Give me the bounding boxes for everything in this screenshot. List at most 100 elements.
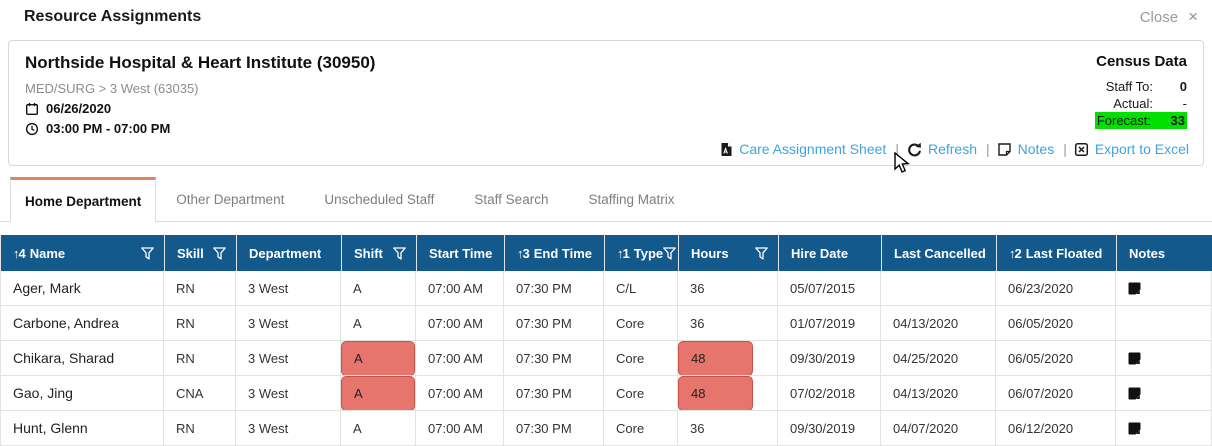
facility-name: Northside Hospital & Heart Institute (30… (25, 53, 376, 72)
column-header-end-time[interactable]: ↑3 End Time (504, 235, 604, 271)
cell-department: 3 West (236, 376, 341, 411)
cell-end-time: 07:30 PM (504, 306, 604, 341)
column-header-skill[interactable]: Skill (164, 235, 236, 271)
column-header-shift[interactable]: Shift (341, 235, 416, 271)
cell-department: 3 West (236, 271, 341, 306)
tab-unscheduled-staff[interactable]: Unscheduled Staff (324, 191, 435, 207)
date-line: 06/26/2020 (25, 101, 111, 116)
census-row-actual: Actual: - (1095, 95, 1187, 112)
filter-icon[interactable] (393, 246, 406, 260)
cell-end-time: 07:30 PM (504, 411, 604, 446)
notes-link[interactable]: Notes (997, 141, 1054, 157)
care-assignment-sheet-link[interactable]: Care Assignment Sheet (719, 141, 886, 157)
pdf-icon (719, 142, 733, 157)
note-outline-icon (997, 142, 1012, 157)
table-row[interactable]: Chikara, Sharad RN 3 West A 07:00 AM 07:30 PM… (1, 341, 1212, 376)
cell-shift: A (341, 376, 416, 411)
census-value: - (1182, 96, 1187, 111)
cell-last-floated: 06/23/2020 (996, 271, 1116, 306)
close-button[interactable]: Close × (1140, 7, 1198, 27)
cell-last-cancelled: 04/25/2020 (881, 341, 996, 376)
cell-type: Core (604, 376, 678, 411)
column-label: Shift (354, 245, 383, 261)
tab-bar: Home Department Other Department Unschedul… (0, 177, 1212, 222)
note-icon[interactable] (1128, 387, 1141, 400)
cell-type: Core (604, 306, 678, 341)
column-header-notes[interactable]: Notes (1116, 235, 1212, 271)
cell-hours: 36 (678, 306, 778, 341)
table-row[interactable]: Carbone, Andrea RN 3 West A 07:00 AM 07:30 PM… (1, 306, 1212, 341)
cell-start-time: 07:00 AM (416, 271, 504, 306)
census-value: 0 (1179, 79, 1187, 94)
cell-hours: 48 (678, 341, 778, 376)
cell-name: Chikara, Sharad (1, 341, 164, 376)
cell-start-time: 07:00 AM (416, 341, 504, 376)
census-row-staff-to: Staff To: 0 (1095, 78, 1187, 95)
action-separator: | (1063, 141, 1067, 157)
column-header-department[interactable]: Department (236, 235, 341, 271)
column-label: Hire Date (791, 245, 849, 261)
table-header-row: ↑4 Name Skill Department Shift Start Time ↑3 En… (1, 235, 1212, 271)
cell-notes (1116, 341, 1212, 376)
column-header-hours[interactable]: Hours (678, 235, 778, 271)
mouse-cursor (894, 151, 913, 179)
note-icon[interactable] (1128, 422, 1141, 435)
cell-name: Gao, Jing (1, 376, 164, 411)
title-bar: Resource Assignments Close × (0, 0, 1212, 40)
table-row[interactable]: Gao, Jing CNA 3 West A 07:00 AM 07:30 PM Core 4… (1, 376, 1212, 411)
column-header-type[interactable]: ↑1 Type (604, 235, 678, 271)
column-header-last-cancelled[interactable]: Last Cancelled (881, 235, 996, 271)
cell-shift: A (341, 411, 416, 446)
refresh-link[interactable]: Refresh (906, 141, 977, 157)
column-header-name[interactable]: ↑4 Name (1, 235, 164, 271)
filter-icon[interactable] (213, 246, 226, 260)
panel-action-links: Care Assignment Sheet | Refresh | Notes | Expo… (719, 141, 1189, 157)
filter-icon[interactable] (755, 246, 768, 260)
tab-home-department[interactable]: Home Department (10, 177, 157, 222)
column-label: Notes (1129, 245, 1166, 261)
cell-name: Ager, Mark (1, 271, 164, 306)
cell-type: Core (604, 411, 678, 446)
tab-staff-search[interactable]: Staff Search (474, 191, 549, 207)
filter-icon[interactable] (663, 246, 676, 260)
cell-name: Hunt, Glenn (1, 411, 164, 446)
export-to-excel-link[interactable]: Export to Excel (1074, 141, 1189, 157)
cell-last-cancelled: 04/13/2020 (881, 376, 996, 411)
table-row[interactable]: Hunt, Glenn RN 3 West A 07:00 AM 07:30 PM Core… (1, 411, 1212, 446)
cell-hire-date: 05/07/2015 (778, 271, 881, 306)
sort-indicator-icon: ↑2 (1009, 245, 1022, 261)
table-row[interactable]: Ager, Mark RN 3 West A 07:00 AM 07:30 PM C/L 36… (1, 271, 1212, 306)
cell-notes (1116, 271, 1212, 306)
filter-icon[interactable] (141, 246, 154, 260)
column-label: Hours (691, 245, 729, 261)
census-label: Forecast: (1096, 113, 1151, 128)
action-label: Export to Excel (1094, 141, 1189, 157)
cell-skill: RN (164, 341, 236, 376)
close-icon[interactable]: × (1188, 7, 1198, 26)
tab-staffing-matrix[interactable]: Staffing Matrix (588, 191, 675, 207)
census-label: Staff To: (1105, 79, 1153, 94)
cell-type: C/L (604, 271, 678, 306)
tab-other-department[interactable]: Other Department (176, 191, 285, 207)
action-label: Care Assignment Sheet (739, 141, 887, 157)
cell-shift: A (341, 271, 416, 306)
cell-end-time: 07:30 PM (504, 341, 604, 376)
sort-indicator-icon: ↑1 (617, 245, 630, 261)
cell-notes (1116, 306, 1212, 341)
column-label: End Time (533, 245, 593, 261)
column-header-hire-date[interactable]: Hire Date (778, 235, 881, 271)
census-data-block: Census Data Staff To: 0 Actual: - Forecast: 3… (1094, 53, 1187, 129)
note-icon[interactable] (1128, 282, 1141, 295)
column-label: Department (249, 245, 322, 261)
cell-notes (1116, 376, 1212, 411)
cell-last-floated: 06/12/2020 (996, 411, 1116, 446)
cell-department: 3 West (236, 341, 341, 376)
cell-start-time: 07:00 AM (416, 411, 504, 446)
cell-end-time: 07:30 PM (504, 271, 604, 306)
column-header-last-floated[interactable]: ↑2 Last Floated (996, 235, 1116, 271)
excel-icon (1074, 142, 1089, 157)
note-icon[interactable] (1128, 352, 1141, 365)
column-header-start-time[interactable]: Start Time (416, 235, 504, 271)
column-label: Start Time (429, 245, 493, 261)
cell-skill: RN (164, 306, 236, 341)
